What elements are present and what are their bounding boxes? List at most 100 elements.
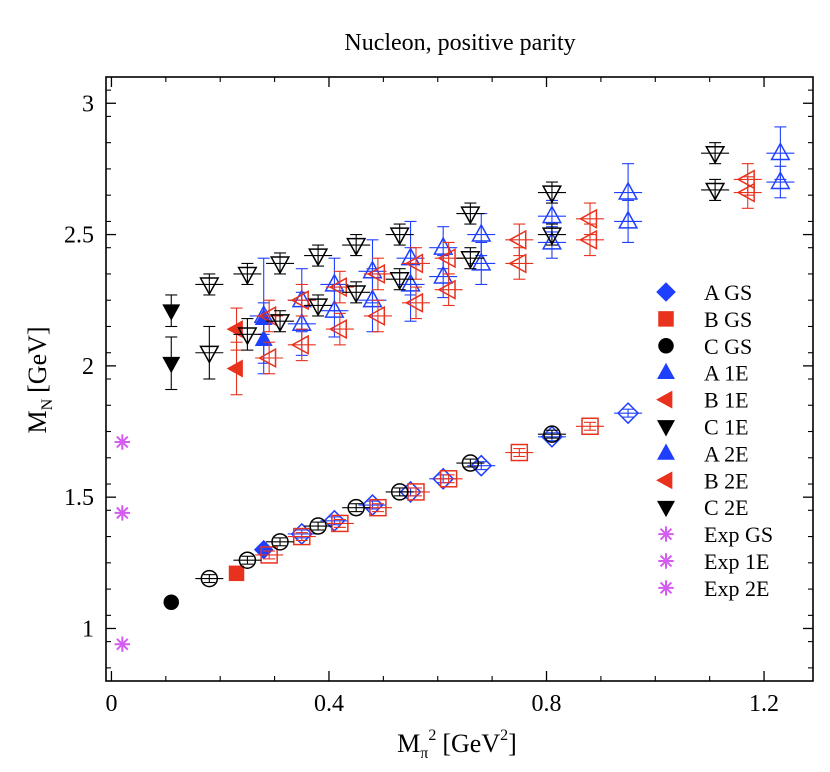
data-point — [228, 565, 245, 582]
legend-marker — [656, 390, 673, 409]
data-point — [389, 272, 410, 291]
data-point — [114, 636, 131, 652]
data-point — [114, 505, 131, 521]
data-point — [226, 359, 243, 378]
data-point — [433, 265, 454, 284]
data-point — [293, 527, 311, 546]
data-point — [162, 356, 181, 374]
series-b-excited-variants- — [255, 163, 762, 375]
data-point — [543, 425, 561, 443]
y-tick-label: 3 — [82, 91, 94, 117]
series-a-gs-variants- — [287, 402, 643, 545]
data-point — [114, 434, 131, 450]
data-point — [260, 546, 278, 564]
legend-label: C 1E — [704, 415, 749, 440]
data-point — [471, 252, 492, 271]
data-point — [470, 454, 493, 477]
series-exp-1e — [114, 505, 131, 521]
legend-marker — [658, 526, 674, 542]
legend-marker — [657, 500, 675, 518]
legend-label: C 2E — [704, 495, 749, 520]
data-point — [770, 142, 791, 161]
legend-label: Exp GS — [704, 522, 773, 547]
data-point — [433, 236, 454, 255]
data-point — [578, 229, 598, 250]
legend: A GSB GSC GSA 1EB 1EC 1EA 2EB 2EC 2EExp … — [656, 280, 773, 601]
x-axis-label: Mπ2 [GeV2] — [397, 727, 517, 762]
legend-item: C 1E — [657, 415, 749, 440]
legend-marker — [658, 338, 674, 354]
axis-ticks: 0 0.4 0.8 1.2 1 1.5 2 2.5 3 — [64, 77, 813, 717]
legend-label: A 2E — [704, 441, 749, 466]
data-point — [541, 227, 563, 246]
legend-item: C 2E — [657, 495, 749, 520]
data-point — [366, 263, 386, 285]
data-point — [346, 237, 367, 257]
legend-label: C GS — [704, 334, 752, 359]
data-point — [399, 480, 422, 503]
legend-marker — [658, 311, 674, 327]
data-point — [162, 304, 181, 321]
series-b-1e — [226, 341, 243, 396]
data-point — [253, 539, 274, 560]
data-point — [510, 443, 529, 462]
data-point — [618, 181, 639, 200]
legend-label: Exp 2E — [704, 576, 769, 601]
data-point — [736, 182, 755, 203]
data-point — [269, 256, 291, 275]
data-point — [308, 248, 329, 267]
data-point — [200, 569, 219, 588]
series-c-excited-variants- — [195, 142, 730, 380]
legend-marker — [657, 443, 675, 460]
data-point — [705, 146, 726, 165]
data-point — [578, 208, 598, 229]
data-point — [618, 210, 639, 229]
series-c-1e — [162, 336, 181, 391]
y-tick-label: 1.5 — [64, 485, 94, 511]
data-point — [237, 266, 258, 286]
series-c-gs-variants- — [195, 425, 566, 588]
data-point — [541, 231, 563, 250]
data-point — [257, 305, 277, 327]
legend-item: C GS — [658, 334, 752, 359]
data-point — [328, 319, 348, 340]
series-b-gs — [228, 565, 245, 582]
y-axis-label: MN[GeV] — [23, 326, 56, 433]
data-point — [541, 205, 563, 224]
data-point — [404, 253, 424, 274]
data-point — [328, 277, 348, 298]
legend-label: B GS — [704, 307, 752, 332]
chart-title: Nucleon, positive parity — [344, 30, 575, 56]
legend-label: B 1E — [704, 388, 749, 413]
data-point — [324, 299, 345, 318]
data-point — [257, 347, 277, 369]
data-point — [290, 290, 309, 311]
series-exp-gs — [114, 636, 131, 652]
legend-label: A GS — [704, 280, 752, 305]
data-point — [461, 454, 480, 472]
legend-marker — [657, 420, 675, 437]
legend-item: Exp GS — [658, 522, 773, 547]
data-point — [404, 292, 424, 313]
data-points — [114, 126, 795, 652]
data-point — [237, 327, 258, 346]
data-point — [432, 467, 455, 490]
data-point — [346, 285, 367, 304]
data-point — [508, 253, 527, 274]
legend-marker — [656, 471, 673, 490]
legend-label: Exp 1E — [704, 549, 769, 574]
data-point — [238, 551, 257, 569]
data-point — [253, 304, 274, 324]
data-point — [471, 223, 492, 242]
data-point — [331, 514, 349, 533]
data-point — [540, 425, 564, 448]
data-point — [437, 248, 456, 269]
series-exp-2e — [114, 434, 131, 450]
data-point — [269, 314, 291, 333]
data-point — [581, 417, 599, 436]
y-tick-label: 2.5 — [64, 223, 94, 249]
series-c-gs — [163, 594, 180, 610]
legend-item: Exp 2E — [658, 576, 769, 601]
series-b-2e — [226, 307, 243, 351]
